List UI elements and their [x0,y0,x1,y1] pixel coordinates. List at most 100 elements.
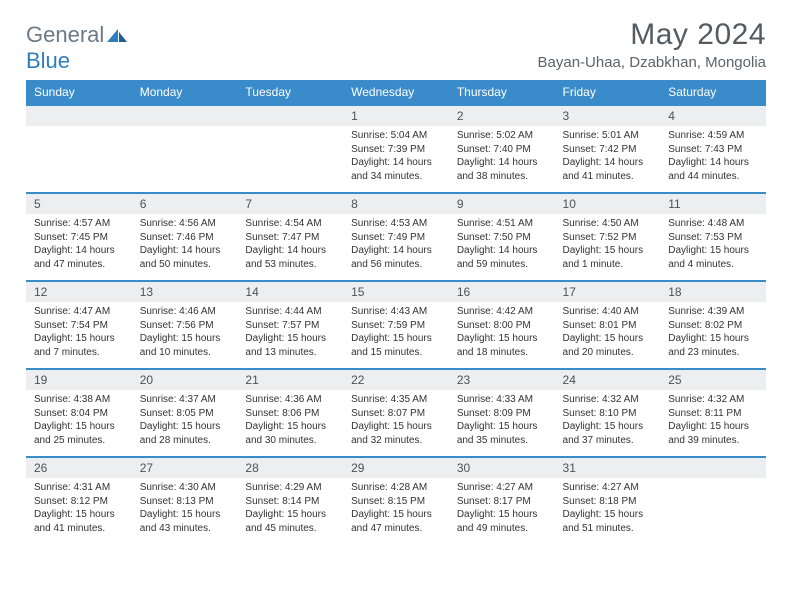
calendar-day-cell: 16Sunrise: 4:42 AMSunset: 8:00 PMDayligh… [449,281,555,369]
day-number: 31 [555,458,661,478]
day-number: 6 [132,194,238,214]
calendar-day-cell: 10Sunrise: 4:50 AMSunset: 7:52 PMDayligh… [555,193,661,281]
day-number [132,106,238,126]
calendar-day-cell [26,105,132,193]
day-details: Sunrise: 4:42 AMSunset: 8:00 PMDaylight:… [449,302,555,363]
day-details [132,126,238,178]
day-details: Sunrise: 4:29 AMSunset: 8:14 PMDaylight:… [237,478,343,539]
month-title: May 2024 [538,18,766,52]
day-header: Sunday [26,80,132,105]
day-details: Sunrise: 4:28 AMSunset: 8:15 PMDaylight:… [343,478,449,539]
day-number [660,458,766,478]
day-details: Sunrise: 4:46 AMSunset: 7:56 PMDaylight:… [132,302,238,363]
day-number: 21 [237,370,343,390]
day-number: 18 [660,282,766,302]
calendar-day-cell [132,105,238,193]
day-number: 17 [555,282,661,302]
day-details: Sunrise: 5:02 AMSunset: 7:40 PMDaylight:… [449,126,555,187]
calendar-day-cell: 20Sunrise: 4:37 AMSunset: 8:05 PMDayligh… [132,369,238,457]
title-block: May 2024 Bayan-Uhaa, Dzabkhan, Mongolia [538,18,766,71]
day-details [660,478,766,530]
day-details: Sunrise: 4:47 AMSunset: 7:54 PMDaylight:… [26,302,132,363]
header: GeneralBlue May 2024 Bayan-Uhaa, Dzabkha… [26,18,766,74]
day-details: Sunrise: 4:43 AMSunset: 7:59 PMDaylight:… [343,302,449,363]
calendar-day-cell: 23Sunrise: 4:33 AMSunset: 8:09 PMDayligh… [449,369,555,457]
day-details: Sunrise: 5:04 AMSunset: 7:39 PMDaylight:… [343,126,449,187]
calendar-day-cell: 17Sunrise: 4:40 AMSunset: 8:01 PMDayligh… [555,281,661,369]
calendar-day-cell: 1Sunrise: 5:04 AMSunset: 7:39 PMDaylight… [343,105,449,193]
calendar-day-cell: 11Sunrise: 4:48 AMSunset: 7:53 PMDayligh… [660,193,766,281]
day-number: 2 [449,106,555,126]
calendar-week-row: 19Sunrise: 4:38 AMSunset: 8:04 PMDayligh… [26,369,766,457]
calendar-day-cell: 31Sunrise: 4:27 AMSunset: 8:18 PMDayligh… [555,457,661,545]
day-number: 1 [343,106,449,126]
day-number: 7 [237,194,343,214]
day-details [26,126,132,178]
calendar-day-cell: 21Sunrise: 4:36 AMSunset: 8:06 PMDayligh… [237,369,343,457]
day-details: Sunrise: 4:59 AMSunset: 7:43 PMDaylight:… [660,126,766,187]
day-header: Tuesday [237,80,343,105]
calendar-day-cell: 2Sunrise: 5:02 AMSunset: 7:40 PMDaylight… [449,105,555,193]
calendar-day-cell: 8Sunrise: 4:53 AMSunset: 7:49 PMDaylight… [343,193,449,281]
day-details: Sunrise: 4:31 AMSunset: 8:12 PMDaylight:… [26,478,132,539]
calendar-day-cell: 13Sunrise: 4:46 AMSunset: 7:56 PMDayligh… [132,281,238,369]
calendar-week-row: 26Sunrise: 4:31 AMSunset: 8:12 PMDayligh… [26,457,766,545]
day-number: 9 [449,194,555,214]
day-number: 11 [660,194,766,214]
day-details: Sunrise: 4:32 AMSunset: 8:10 PMDaylight:… [555,390,661,451]
day-number: 4 [660,106,766,126]
day-details: Sunrise: 4:51 AMSunset: 7:50 PMDaylight:… [449,214,555,275]
calendar-week-row: 1Sunrise: 5:04 AMSunset: 7:39 PMDaylight… [26,105,766,193]
brand-logo: GeneralBlue [26,18,129,74]
day-details: Sunrise: 4:36 AMSunset: 8:06 PMDaylight:… [237,390,343,451]
calendar-day-cell: 12Sunrise: 4:47 AMSunset: 7:54 PMDayligh… [26,281,132,369]
calendar-body: 1Sunrise: 5:04 AMSunset: 7:39 PMDaylight… [26,105,766,545]
day-details [237,126,343,178]
day-details: Sunrise: 4:39 AMSunset: 8:02 PMDaylight:… [660,302,766,363]
calendar-week-row: 5Sunrise: 4:57 AMSunset: 7:45 PMDaylight… [26,193,766,281]
brand-word2: Blue [26,48,70,73]
day-header: Thursday [449,80,555,105]
day-number: 27 [132,458,238,478]
day-number: 14 [237,282,343,302]
calendar-day-cell: 15Sunrise: 4:43 AMSunset: 7:59 PMDayligh… [343,281,449,369]
day-number [237,106,343,126]
calendar-day-cell: 19Sunrise: 4:38 AMSunset: 8:04 PMDayligh… [26,369,132,457]
calendar-day-cell: 24Sunrise: 4:32 AMSunset: 8:10 PMDayligh… [555,369,661,457]
day-number: 15 [343,282,449,302]
day-details: Sunrise: 4:40 AMSunset: 8:01 PMDaylight:… [555,302,661,363]
day-number: 24 [555,370,661,390]
day-details: Sunrise: 4:27 AMSunset: 8:17 PMDaylight:… [449,478,555,539]
day-number: 28 [237,458,343,478]
calendar-day-cell: 26Sunrise: 4:31 AMSunset: 8:12 PMDayligh… [26,457,132,545]
day-details: Sunrise: 5:01 AMSunset: 7:42 PMDaylight:… [555,126,661,187]
day-details: Sunrise: 4:57 AMSunset: 7:45 PMDaylight:… [26,214,132,275]
day-number: 5 [26,194,132,214]
calendar-day-cell: 28Sunrise: 4:29 AMSunset: 8:14 PMDayligh… [237,457,343,545]
day-header: Saturday [660,80,766,105]
day-header: Wednesday [343,80,449,105]
day-number: 29 [343,458,449,478]
calendar-day-cell: 30Sunrise: 4:27 AMSunset: 8:17 PMDayligh… [449,457,555,545]
day-header: Monday [132,80,238,105]
day-header: Friday [555,80,661,105]
calendar-day-cell [660,457,766,545]
day-number: 12 [26,282,132,302]
day-number: 22 [343,370,449,390]
day-number: 10 [555,194,661,214]
day-number: 30 [449,458,555,478]
day-details: Sunrise: 4:30 AMSunset: 8:13 PMDaylight:… [132,478,238,539]
calendar-day-cell: 5Sunrise: 4:57 AMSunset: 7:45 PMDaylight… [26,193,132,281]
brand-word1: General [26,22,104,47]
day-number: 20 [132,370,238,390]
calendar-day-cell: 22Sunrise: 4:35 AMSunset: 8:07 PMDayligh… [343,369,449,457]
calendar-header-row: SundayMondayTuesdayWednesdayThursdayFrid… [26,80,766,105]
day-details: Sunrise: 4:38 AMSunset: 8:04 PMDaylight:… [26,390,132,451]
logo-sail-icon [105,22,129,48]
day-number: 8 [343,194,449,214]
day-number: 25 [660,370,766,390]
calendar-day-cell: 27Sunrise: 4:30 AMSunset: 8:13 PMDayligh… [132,457,238,545]
day-number: 23 [449,370,555,390]
calendar-table: SundayMondayTuesdayWednesdayThursdayFrid… [26,80,766,545]
day-details: Sunrise: 4:48 AMSunset: 7:53 PMDaylight:… [660,214,766,275]
